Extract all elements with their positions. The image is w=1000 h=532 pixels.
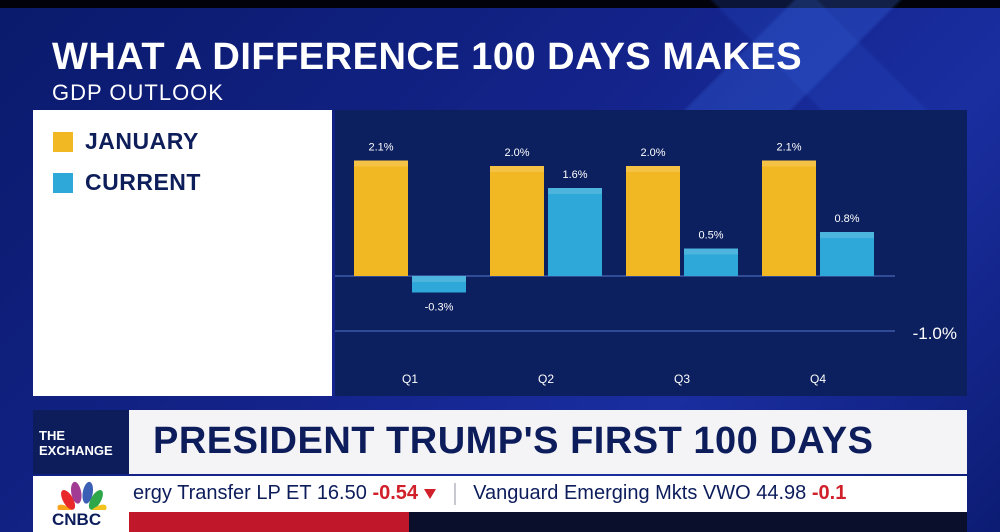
ticker-symbol: ET	[286, 482, 312, 504]
legend-item-january: JANUARY	[53, 128, 199, 155]
ticker-name: ergy Transfer LP	[133, 482, 281, 504]
peacock-icon	[57, 481, 107, 510]
ticker-symbol: VWO	[702, 482, 751, 504]
bar-current-q1	[412, 276, 466, 293]
show-logo: THE EXCHANGE	[39, 428, 113, 458]
legend-label-current: CURRENT	[85, 169, 201, 195]
legend-swatch-january	[53, 131, 73, 152]
ticker-divider	[453, 482, 456, 505]
headline: PRESIDENT TRUMP'S FIRST 100 DAYS	[153, 420, 874, 462]
chart-title: WHAT A DIFFERENCE 100 DAYS MAKES	[52, 36, 803, 78]
bar-highlight	[762, 160, 816, 167]
network-name: CNBC	[52, 510, 102, 529]
ticker-change: -0.1	[811, 482, 847, 504]
bar-highlight	[684, 248, 738, 255]
bar-january-q1	[354, 160, 408, 276]
data-label: 1.6%	[562, 169, 587, 181]
bar-current-q2	[548, 188, 602, 276]
top-letterbox-bar	[0, 0, 1000, 8]
ticker-item: ergy Transfer LP ET 16.50 -0.54	[133, 482, 442, 504]
background-pattern	[580, 0, 1000, 110]
network-logo: CNBC	[33, 476, 129, 532]
market-strip-red	[129, 512, 409, 532]
data-label: -0.3%	[425, 302, 454, 314]
legend-item-current: CURRENT	[53, 169, 201, 196]
data-label: 2.1%	[776, 142, 801, 154]
bar-january-q4	[762, 160, 816, 276]
ticker-change: -0.54	[372, 482, 419, 504]
legend-panel: JANUARY CURRENT	[33, 110, 332, 396]
market-strip	[129, 512, 967, 532]
data-label: 0.5%	[698, 230, 723, 242]
x-tick-label: Q1	[402, 372, 418, 386]
bar-january-q2	[490, 166, 544, 276]
lower-third: THE EXCHANGE PRESIDENT TRUMP'S FIRST 100…	[33, 410, 967, 474]
chart-panel: -1.0% 2.1% -0.3% Q1 2.0% 1.6% Q2 2.0% 0.5% Q3 2.1%…	[335, 110, 967, 396]
show-logo-line1: THE	[39, 428, 65, 443]
show-logo-box: THE EXCHANGE	[33, 410, 129, 474]
bar-highlight	[490, 166, 544, 172]
x-tick-label: Q2	[538, 372, 554, 386]
ticker-price: 16.50	[316, 482, 367, 504]
bar-highlight	[626, 166, 680, 172]
bar-highlight	[354, 160, 408, 167]
bar-chart: -1.0% 2.1% -0.3% Q1 2.0% 1.6% Q2 2.0% 0.5% Q3 2.1%…	[335, 142, 957, 386]
reference-line-label: -1.0%	[913, 324, 957, 343]
bar-current-q3	[684, 248, 738, 276]
stock-ticker: ergy Transfer LP ET 16.50 -0.54 Vanguard…	[33, 476, 967, 512]
bar-highlight	[548, 188, 602, 194]
data-label: 2.1%	[368, 142, 393, 154]
data-label: 2.0%	[504, 147, 529, 159]
show-logo-line2: EXCHANGE	[39, 443, 113, 458]
down-arrow-icon	[424, 489, 437, 499]
bar-highlight	[412, 276, 466, 282]
data-label: 2.0%	[640, 147, 665, 159]
ticker-name: Vanguard Emerging Mkts	[473, 482, 698, 504]
ticker-track: ergy Transfer LP ET 16.50 -0.54 Vanguard…	[133, 482, 846, 505]
legend-label-january: JANUARY	[85, 128, 199, 154]
x-tick-label: Q3	[674, 372, 690, 386]
x-tick-label: Q4	[810, 372, 826, 386]
bar-current-q4	[820, 232, 874, 276]
ticker-item: Vanguard Emerging Mkts VWO 44.98 -0.1	[473, 482, 846, 504]
bar-january-q3	[626, 166, 680, 276]
chart-subtitle: GDP OUTLOOK	[52, 80, 224, 105]
legend-swatch-current	[53, 172, 73, 193]
bar-highlight	[820, 232, 874, 238]
data-label: 0.8%	[834, 213, 859, 225]
ticker-price: 44.98	[756, 482, 807, 504]
